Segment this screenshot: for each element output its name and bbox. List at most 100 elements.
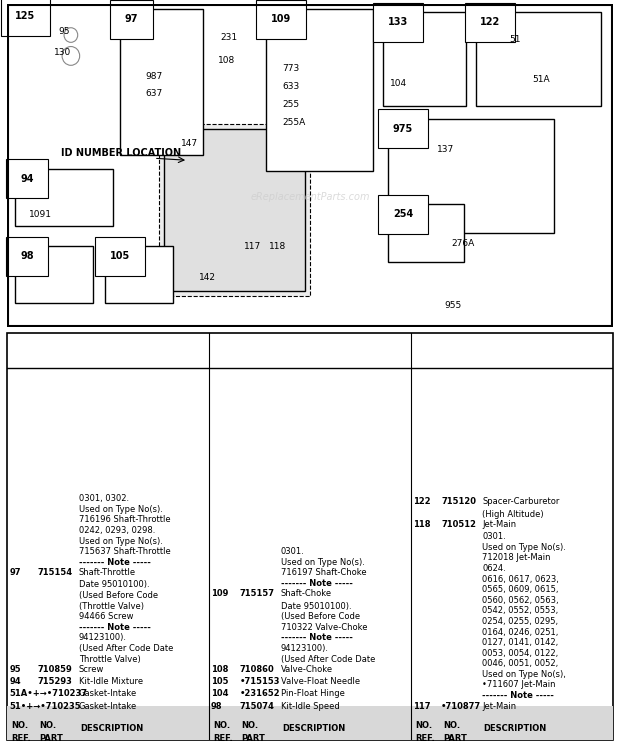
Text: Shaft-Throttle: Shaft-Throttle bbox=[79, 568, 136, 577]
Text: 955: 955 bbox=[445, 301, 462, 310]
Text: 98: 98 bbox=[20, 251, 33, 261]
Text: ------- Note -----: ------- Note ----- bbox=[79, 623, 151, 632]
Text: REF.: REF. bbox=[415, 734, 435, 743]
Text: PART: PART bbox=[40, 734, 63, 743]
Text: 715637 Shaft-Throttle: 715637 Shaft-Throttle bbox=[79, 547, 170, 556]
Text: 637: 637 bbox=[145, 89, 162, 98]
Text: 94466 Screw: 94466 Screw bbox=[79, 612, 133, 621]
Text: •711607 Jet-Main: •711607 Jet-Main bbox=[482, 681, 556, 690]
Text: 1091: 1091 bbox=[29, 211, 52, 219]
Text: 94: 94 bbox=[9, 677, 21, 686]
Text: Used on Type No(s),: Used on Type No(s), bbox=[482, 670, 566, 679]
Bar bbox=[7, 706, 613, 740]
Text: 710512: 710512 bbox=[441, 520, 476, 529]
Text: Spacer-Carburetor: Spacer-Carburetor bbox=[482, 498, 560, 507]
Text: (Used Before Code: (Used Before Code bbox=[281, 612, 360, 621]
Text: NO.: NO. bbox=[40, 721, 56, 730]
Text: Screw: Screw bbox=[79, 665, 104, 674]
Bar bbox=[388, 118, 554, 234]
Text: 276A: 276A bbox=[451, 239, 475, 248]
Text: ------- Note -----: ------- Note ----- bbox=[281, 633, 352, 642]
Text: Gasket-Intake: Gasket-Intake bbox=[79, 702, 137, 711]
Text: 125: 125 bbox=[16, 11, 35, 21]
Bar bbox=[383, 12, 466, 106]
Text: 117: 117 bbox=[413, 702, 430, 711]
Text: 0301.: 0301. bbox=[482, 532, 506, 542]
Text: Used on Type No(s).: Used on Type No(s). bbox=[482, 543, 566, 552]
Text: 122: 122 bbox=[413, 498, 430, 507]
Text: ------- Note -----: ------- Note ----- bbox=[482, 691, 554, 700]
Text: 633: 633 bbox=[283, 82, 300, 91]
Bar bbox=[16, 246, 94, 304]
Bar bbox=[159, 124, 310, 296]
Text: 715154: 715154 bbox=[38, 568, 73, 577]
Text: ------- Note -----: ------- Note ----- bbox=[281, 579, 352, 588]
Text: ID NUMBER LOCATION: ID NUMBER LOCATION bbox=[61, 148, 181, 158]
Text: 715157: 715157 bbox=[239, 589, 275, 598]
Text: (Used Before Code: (Used Before Code bbox=[79, 591, 158, 600]
Text: 133: 133 bbox=[388, 17, 409, 28]
Text: 118: 118 bbox=[269, 242, 286, 251]
Text: Used on Type No(s).: Used on Type No(s). bbox=[79, 505, 162, 514]
Text: 710860: 710860 bbox=[239, 665, 274, 674]
Text: 97: 97 bbox=[125, 14, 138, 24]
Text: DESCRIPTION: DESCRIPTION bbox=[281, 724, 345, 733]
Text: Used on Type No(s).: Used on Type No(s). bbox=[281, 558, 365, 567]
Text: 710322 Valve-Choke: 710322 Valve-Choke bbox=[281, 623, 367, 632]
Text: 142: 142 bbox=[199, 273, 216, 282]
Text: •710877: •710877 bbox=[441, 702, 481, 711]
Text: 0127, 0141, 0142,: 0127, 0141, 0142, bbox=[482, 638, 559, 647]
Text: 715293: 715293 bbox=[38, 677, 73, 686]
Text: 712018 Jet-Main: 712018 Jet-Main bbox=[482, 554, 551, 562]
Text: Valve-Choke: Valve-Choke bbox=[281, 665, 333, 674]
Text: 0164, 0246, 0251,: 0164, 0246, 0251, bbox=[482, 627, 559, 637]
Text: •231652: •231652 bbox=[239, 690, 280, 699]
Text: PART: PART bbox=[241, 734, 265, 743]
Text: 98: 98 bbox=[211, 702, 223, 711]
Text: 231: 231 bbox=[220, 33, 237, 42]
Text: 0301, 0302.: 0301, 0302. bbox=[79, 494, 129, 503]
Text: 773: 773 bbox=[283, 64, 300, 73]
Text: NO.: NO. bbox=[443, 721, 460, 730]
Text: Shaft-Choke: Shaft-Choke bbox=[281, 589, 332, 598]
Text: 94: 94 bbox=[20, 174, 33, 184]
Text: 122: 122 bbox=[480, 17, 500, 28]
Text: 0565, 0609, 0615,: 0565, 0609, 0615, bbox=[482, 586, 559, 594]
Text: 254: 254 bbox=[393, 209, 413, 219]
Text: 710859: 710859 bbox=[38, 665, 73, 674]
Text: 104: 104 bbox=[390, 79, 407, 88]
Text: Date 95010100).: Date 95010100). bbox=[79, 580, 149, 589]
Text: (Used After Code Date: (Used After Code Date bbox=[79, 644, 173, 653]
Text: 147: 147 bbox=[181, 139, 198, 149]
Text: DESCRIPTION: DESCRIPTION bbox=[80, 724, 143, 733]
Text: 105: 105 bbox=[110, 251, 130, 261]
Bar bbox=[388, 204, 464, 262]
Text: Kit-Idle Speed: Kit-Idle Speed bbox=[281, 702, 339, 711]
Text: 0053, 0054, 0122,: 0053, 0054, 0122, bbox=[482, 649, 559, 658]
Text: ------- Note -----: ------- Note ----- bbox=[79, 558, 151, 567]
Text: 0242, 0293, 0298.: 0242, 0293, 0298. bbox=[79, 526, 155, 535]
Text: 975: 975 bbox=[393, 124, 413, 134]
Text: Gasket-Intake: Gasket-Intake bbox=[79, 690, 137, 699]
Text: 0046, 0051, 0052,: 0046, 0051, 0052, bbox=[482, 659, 559, 668]
Text: NO.: NO. bbox=[241, 721, 259, 730]
Text: 715120: 715120 bbox=[441, 498, 476, 507]
Text: 94123100).: 94123100). bbox=[281, 644, 329, 653]
Text: 108: 108 bbox=[218, 56, 236, 65]
Text: eReplacementParts.com: eReplacementParts.com bbox=[250, 192, 370, 202]
Text: 108: 108 bbox=[211, 665, 228, 674]
Text: (Throttle Valve): (Throttle Valve) bbox=[79, 602, 144, 611]
Text: Kit-Idle Mixture: Kit-Idle Mixture bbox=[79, 677, 143, 686]
Text: 95: 95 bbox=[58, 27, 69, 36]
Bar bbox=[476, 12, 601, 106]
Text: Date 95010100).: Date 95010100). bbox=[281, 602, 351, 611]
Text: Used on Type No(s).: Used on Type No(s). bbox=[79, 536, 162, 545]
Text: 987: 987 bbox=[145, 71, 162, 80]
Text: 51A•+→•710237: 51A•+→•710237 bbox=[9, 690, 87, 699]
Text: NO.: NO. bbox=[415, 721, 432, 730]
Text: 0616, 0617, 0623,: 0616, 0617, 0623, bbox=[482, 574, 559, 583]
Text: Jet-Main: Jet-Main bbox=[482, 702, 516, 711]
Text: PART: PART bbox=[443, 734, 467, 743]
Text: Valve-Float Needle: Valve-Float Needle bbox=[281, 677, 360, 686]
Text: 118: 118 bbox=[413, 520, 430, 529]
